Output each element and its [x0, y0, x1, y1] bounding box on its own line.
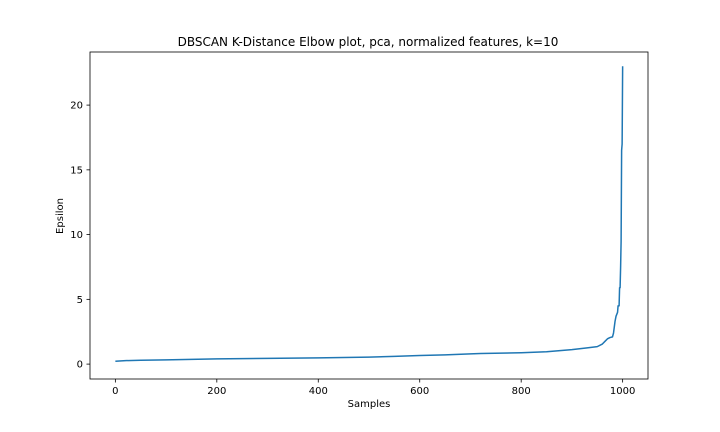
x-tick-label: 0 [112, 386, 118, 397]
y-tick-label: 10 [70, 230, 83, 241]
x-tick-label: 1000 [610, 386, 635, 397]
x-tick-label: 200 [207, 386, 226, 397]
y-tick-label: 15 [70, 165, 83, 176]
y-tick-label: 0 [77, 360, 83, 371]
y-tick-label: 20 [70, 101, 83, 112]
y-tick-label: 5 [77, 295, 83, 306]
x-axis: 0 200 400 600 800 1000 [112, 379, 635, 397]
x-tick-label: 400 [309, 386, 328, 397]
x-tick-label: 600 [410, 386, 429, 397]
chart-title: DBSCAN K-Distance Elbow plot, pca, norma… [178, 35, 559, 49]
series-line [115, 66, 624, 363]
plot-area [115, 66, 624, 363]
x-axis-label: Samples [348, 399, 391, 410]
axes-frame [89, 51, 649, 380]
x-tick-label: 800 [512, 386, 531, 397]
y-axis: 0 5 10 15 20 [70, 101, 90, 371]
y-axis-label: Epsilon [55, 198, 66, 234]
